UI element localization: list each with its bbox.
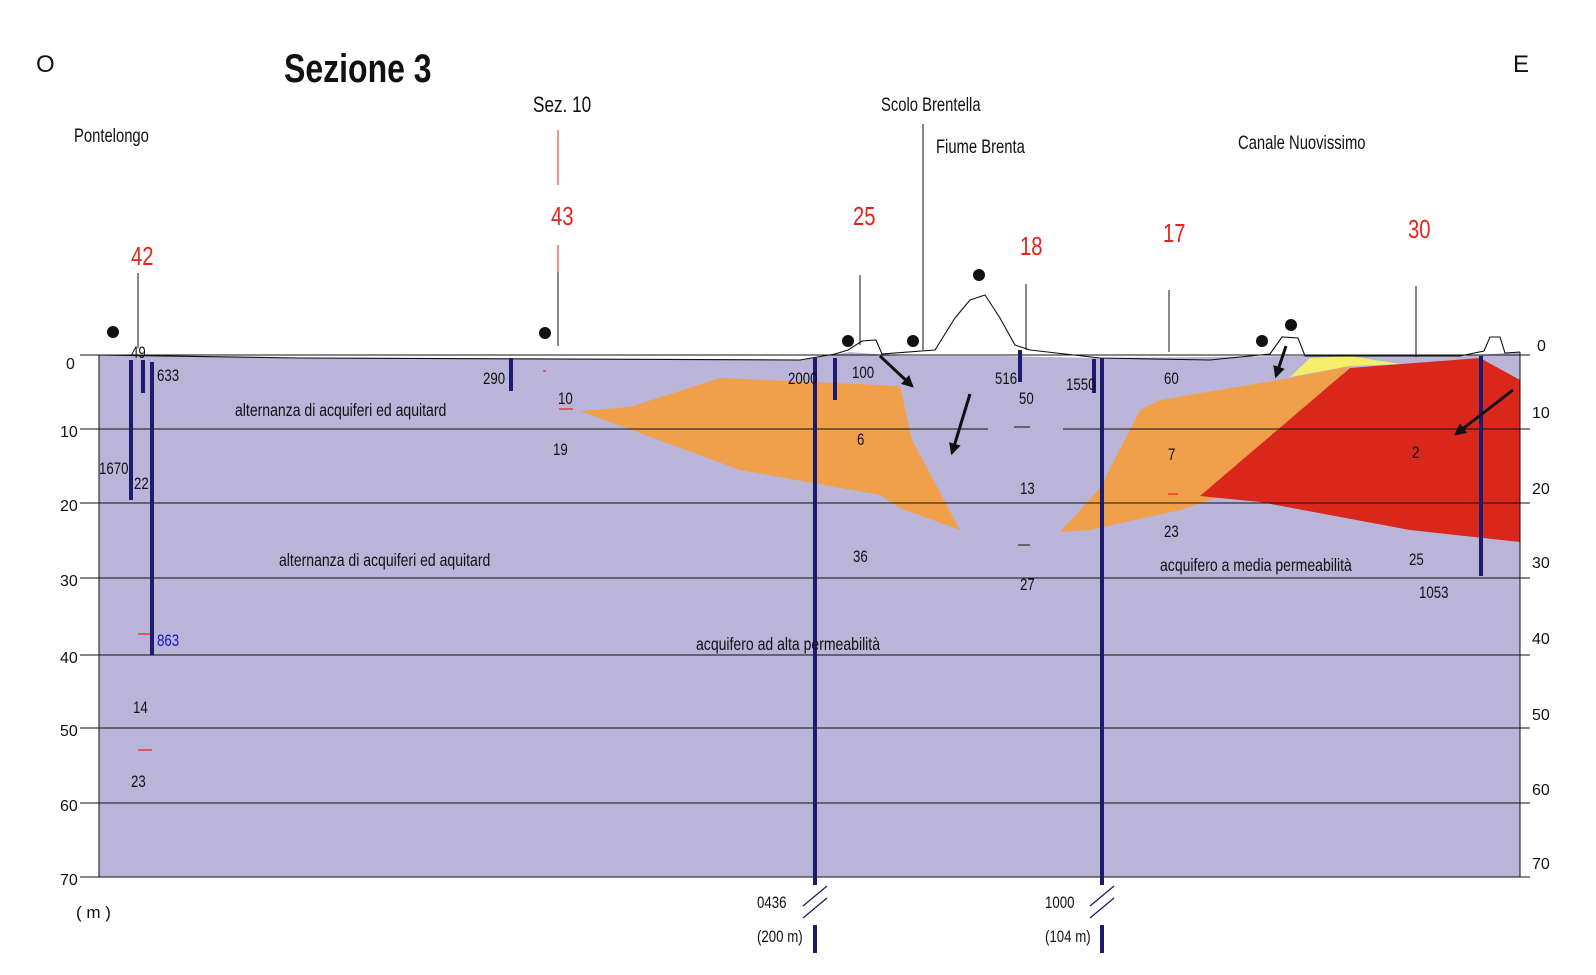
value-label: 27 bbox=[1020, 576, 1035, 595]
value-label: 2000 bbox=[788, 370, 817, 389]
depth-tick-label: 70 bbox=[1532, 856, 1550, 873]
sampling-points bbox=[107, 269, 1297, 347]
depth-tick-label: 0 bbox=[1537, 338, 1546, 355]
value-label: 7 bbox=[1168, 446, 1175, 465]
break-distance: (200 m) bbox=[757, 928, 803, 947]
flow-arrows bbox=[878, 345, 1514, 456]
depth-tick-label: 0 bbox=[66, 356, 75, 373]
sample-code: 30 bbox=[1408, 215, 1431, 244]
value-label: 100 bbox=[852, 364, 874, 383]
value-label: 22 bbox=[134, 475, 149, 494]
value-label: 6 bbox=[857, 431, 864, 450]
depth-tick-label: 40 bbox=[1532, 631, 1550, 648]
value-label: 23 bbox=[131, 773, 146, 792]
flow-arrow bbox=[949, 393, 972, 456]
value-label: 290 bbox=[483, 370, 505, 389]
yellow-layer bbox=[1290, 356, 1400, 377]
layer-label: acquifero a media permeabilità bbox=[1160, 555, 1352, 575]
break-distance: (104 m) bbox=[1045, 928, 1091, 947]
place-scolo-brentella: Scolo Brentella bbox=[881, 94, 981, 115]
place-fiume-brenta: Fiume Brenta bbox=[936, 136, 1025, 157]
right-depth-axis: 0 10 20 30 40 50 60 70 bbox=[1532, 338, 1550, 873]
sample-code: 43 bbox=[551, 202, 574, 231]
value-label: 633 bbox=[157, 367, 179, 386]
value-label: 13 bbox=[1020, 480, 1035, 499]
depth-tick-label: 50 bbox=[60, 723, 78, 740]
value-label: 863 bbox=[157, 632, 179, 651]
page-title: Sezione 3 bbox=[284, 46, 432, 91]
scale-break-marks bbox=[802, 885, 1115, 919]
section-gap-marks bbox=[1014, 426, 1030, 546]
depth-tick-label: 30 bbox=[60, 573, 78, 590]
sample-code: 25 bbox=[853, 202, 876, 231]
value-label: 60 bbox=[1164, 370, 1179, 389]
value-label: 19 bbox=[553, 441, 568, 460]
place-canale-nuovissimo: Canale Nuovissimo bbox=[1238, 132, 1366, 153]
depth-grid bbox=[80, 352, 1530, 878]
flow-arrow bbox=[1273, 345, 1288, 379]
depth-tick-label: 40 bbox=[60, 650, 78, 667]
medium-permeability-aquifer bbox=[1060, 366, 1350, 532]
depth-tick-label: 30 bbox=[1532, 555, 1550, 572]
sample-code: 42 bbox=[131, 242, 154, 271]
sample-code: 18 bbox=[1020, 232, 1043, 261]
value-label: 14 bbox=[133, 699, 148, 718]
value-label: 36 bbox=[853, 548, 868, 567]
ground-surface bbox=[98, 294, 1521, 361]
west-label: O bbox=[36, 51, 55, 78]
flow-arrow bbox=[878, 354, 914, 388]
value-label: 23 bbox=[1164, 523, 1179, 542]
depth-tick-label: 10 bbox=[1532, 405, 1550, 422]
depth-tick-label: 20 bbox=[60, 498, 78, 515]
place-pontelongo: Pontelongo bbox=[74, 125, 149, 146]
sample-code: 17 bbox=[1163, 219, 1186, 248]
value-label: 516 bbox=[995, 370, 1017, 389]
value-label: 49 bbox=[131, 344, 146, 363]
sample-stems bbox=[137, 124, 1417, 357]
left-depth-axis: 0 10 20 30 40 50 60 70 bbox=[60, 356, 78, 889]
value-label: 25 bbox=[1409, 551, 1424, 570]
depth-tick-label: 70 bbox=[60, 872, 78, 889]
depth-tick-label: 20 bbox=[1532, 481, 1550, 498]
depth-unit: ( m ) bbox=[76, 903, 111, 922]
layer-label: alternanza di acquiferi ed aquitard bbox=[279, 550, 490, 570]
red-marks bbox=[138, 370, 1178, 751]
value-label: 2 bbox=[1412, 444, 1419, 463]
place-sez10: Sez. 10 bbox=[533, 93, 591, 118]
value-label: 50 bbox=[1019, 390, 1034, 409]
flow-arrow bbox=[1454, 388, 1514, 436]
depth-tick-label: 60 bbox=[1532, 782, 1550, 799]
value-label: 10 bbox=[558, 390, 573, 409]
depth-tick-label: 10 bbox=[60, 424, 78, 441]
east-label: E bbox=[1513, 51, 1529, 78]
break-value: 1000 bbox=[1045, 894, 1074, 913]
layer-label: alternanza di acquiferi ed aquitard bbox=[235, 400, 446, 420]
depth-tick-label: 50 bbox=[1532, 707, 1550, 724]
value-label: 1670 bbox=[99, 460, 128, 479]
wells bbox=[129, 350, 1483, 953]
red-layer bbox=[1200, 358, 1520, 542]
break-value: 0436 bbox=[757, 894, 786, 913]
depth-tick-label: 60 bbox=[60, 798, 78, 815]
layer-label: acquifero ad alta permeabilità bbox=[696, 634, 880, 654]
value-label: 1550 bbox=[1066, 376, 1095, 395]
high-permeability-aquifer-lens bbox=[580, 378, 960, 530]
value-label: 1053 bbox=[1419, 584, 1448, 603]
